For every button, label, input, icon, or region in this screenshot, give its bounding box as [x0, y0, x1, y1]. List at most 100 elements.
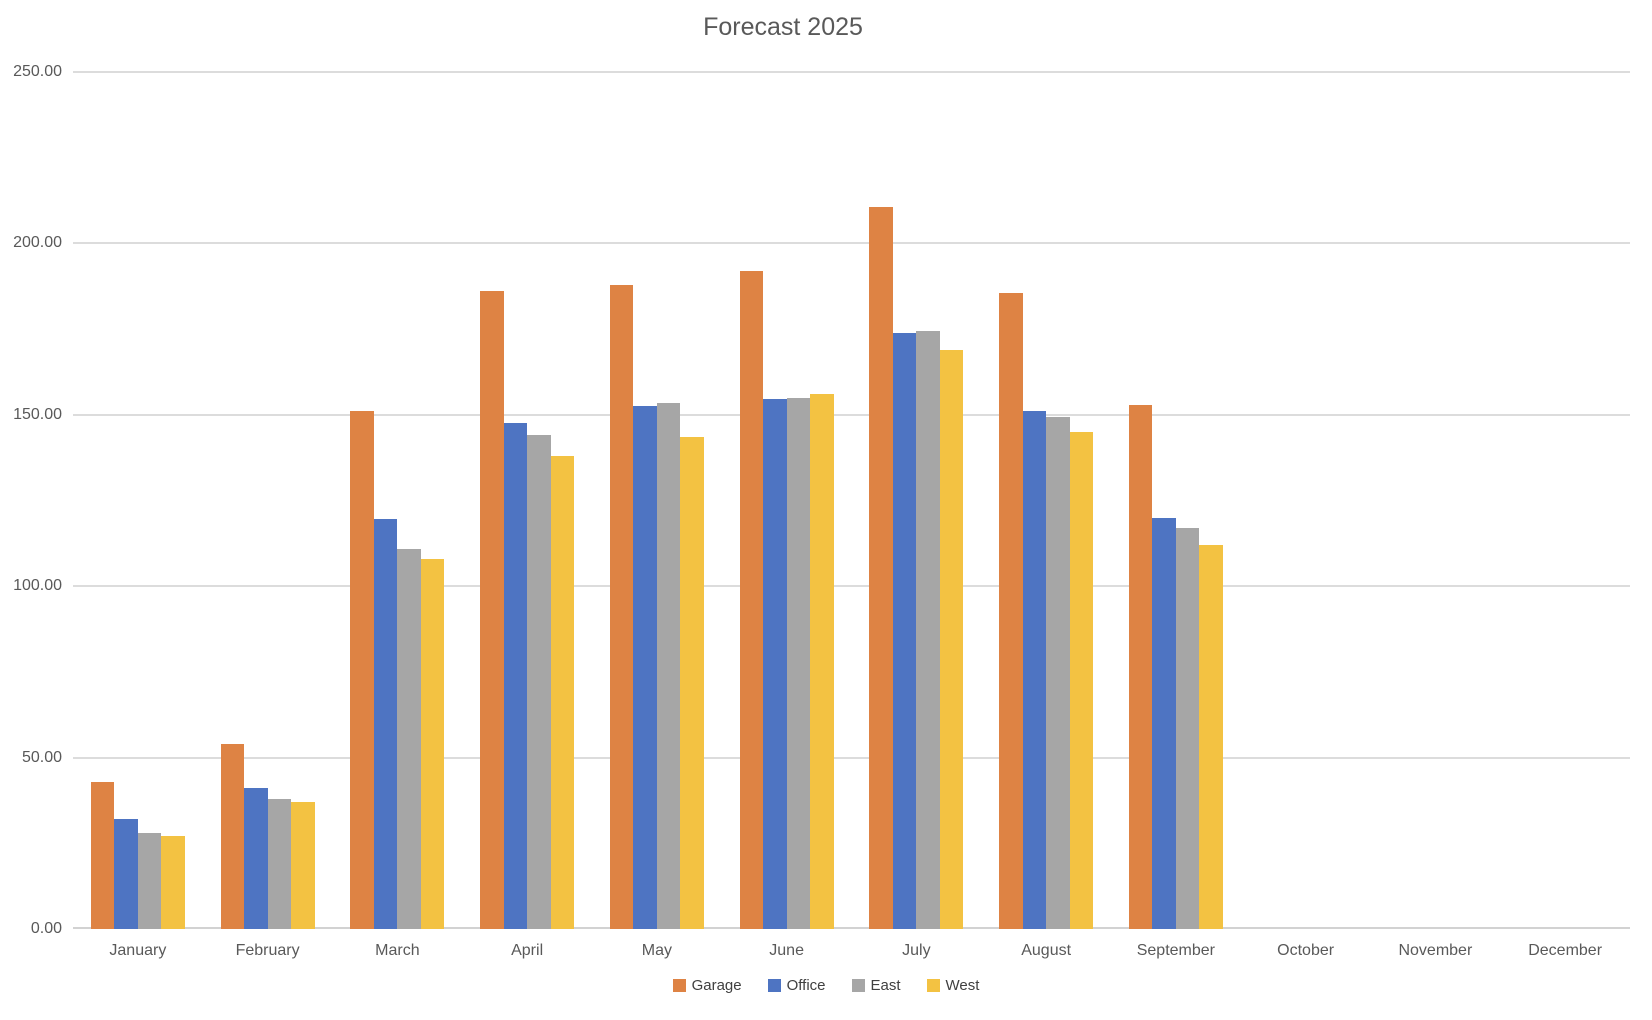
legend: Garage Office East West: [0, 977, 1652, 994]
legend-item-office: Office: [767, 977, 826, 994]
y-tick-label-50: 50.00: [21, 748, 62, 766]
bar-garage-july: [869, 207, 893, 929]
bar-east-april: [527, 435, 551, 929]
category-slot-may: [592, 72, 722, 929]
bar-office-march: [373, 519, 398, 929]
bar-east-august: [1046, 416, 1070, 929]
bar-group-june: [739, 72, 834, 929]
category-slot-september: [1111, 72, 1241, 929]
bar-west-february: [291, 802, 315, 929]
bar-west-april: [550, 455, 575, 929]
bar-west-june: [810, 394, 834, 929]
bar-west-august: [1069, 431, 1094, 929]
bar-east-june: [786, 397, 811, 929]
x-tick-label-october: October: [1277, 942, 1335, 959]
bar-office-may: [633, 406, 657, 929]
x-tick-label-february: February: [235, 942, 300, 959]
bar-garage-january: [90, 781, 115, 929]
gridline-200: [73, 242, 1630, 245]
bar-office-january: [114, 819, 138, 929]
x-tick-label-august: August: [1021, 942, 1072, 959]
bar-west-september: [1199, 545, 1223, 929]
category-slot-january: [73, 72, 203, 929]
gridline-250: [73, 71, 1630, 73]
bar-west-march: [420, 558, 445, 929]
x-tick-label-may: May: [641, 942, 672, 959]
bar-east-march: [397, 548, 421, 929]
bar-east-february: [267, 798, 292, 929]
category-slot-april: [462, 72, 592, 929]
legend-label-west: West: [945, 977, 980, 994]
bar-garage-april: [480, 291, 504, 929]
x-axis: January February March April May June July Augu…: [73, 941, 1630, 961]
bar-group-december: [1518, 72, 1612, 929]
chart-title: Forecast 2025: [703, 13, 863, 41]
bar-office-september: [1152, 517, 1176, 929]
legend-label-office: Office: [786, 977, 826, 994]
y-tick-label-0: 0.00: [30, 920, 62, 937]
bar-office-june: [763, 399, 787, 929]
legend-label-east: East: [870, 977, 901, 994]
x-tick-label-june: June: [769, 942, 804, 959]
y-tick-label-150: 150.00: [13, 405, 62, 423]
bar-group-january: [90, 72, 185, 929]
legend-label-garage: Garage: [691, 977, 742, 994]
bar-west-january: [161, 836, 185, 929]
bar-group-february: [220, 72, 315, 929]
bar-group-august: [999, 72, 1094, 929]
gridline-100: [73, 585, 1630, 588]
y-tick-label-200: 200.00: [13, 234, 62, 252]
legend-item-east: East: [851, 977, 901, 994]
bar-group-november: [1388, 72, 1482, 929]
x-tick-label-july: July: [902, 942, 931, 959]
x-tick-label-november: November: [1398, 942, 1473, 959]
bar-west-may: [680, 437, 704, 929]
bar-office-february: [244, 788, 268, 929]
y-tick-label-250: 250.00: [13, 63, 62, 80]
category-slot-june: [722, 72, 852, 929]
plot-area: [73, 71, 1630, 929]
bar-west-july: [939, 349, 964, 929]
bar-group-september: [1128, 72, 1223, 929]
category-slot-november: [1371, 72, 1501, 929]
bar-garage-february: [220, 743, 245, 929]
x-tick-label-april: April: [511, 942, 544, 959]
bars-row: [73, 72, 1630, 929]
x-tick-label-december: December: [1528, 942, 1603, 959]
bar-garage-may: [609, 284, 634, 929]
bar-east-january: [137, 833, 162, 929]
category-slot-august: [981, 72, 1111, 929]
x-tick-label-march: March: [375, 942, 420, 959]
bar-group-october: [1259, 72, 1353, 929]
bar-group-april: [480, 72, 575, 929]
category-slot-july: [852, 72, 982, 929]
bar-office-april: [503, 423, 528, 929]
legend-item-west: West: [926, 977, 980, 994]
category-slot-october: [1241, 72, 1371, 929]
gridline-50: [73, 756, 1630, 759]
legend-swatch-east: [851, 979, 865, 992]
bar-garage-june: [739, 270, 764, 929]
bar-east-july: [916, 330, 940, 929]
category-slot-march: [333, 72, 463, 929]
bar-group-july: [869, 72, 964, 929]
y-axis: 0.00 50.00 100.00 150.00 200.00 250.00: [0, 63, 62, 937]
bar-office-july: [892, 332, 917, 929]
bar-garage-september: [1128, 404, 1153, 929]
bar-east-may: [656, 402, 681, 929]
bar-east-september: [1175, 527, 1200, 929]
category-slot-february: [203, 72, 333, 929]
legend-swatch-office: [767, 979, 781, 992]
y-tick-label-100: 100.00: [13, 577, 62, 595]
legend-item-garage: Garage: [672, 977, 742, 994]
x-tick-label-january: January: [109, 942, 167, 959]
legend-swatch-garage: [672, 979, 686, 992]
x-axis-line: [73, 927, 1630, 929]
bar-garage-august: [999, 293, 1023, 929]
bar-garage-march: [350, 411, 374, 929]
gridline-150: [73, 413, 1630, 416]
bar-office-august: [1022, 411, 1047, 929]
bar-group-may: [609, 72, 704, 929]
bar-group-march: [350, 72, 445, 929]
